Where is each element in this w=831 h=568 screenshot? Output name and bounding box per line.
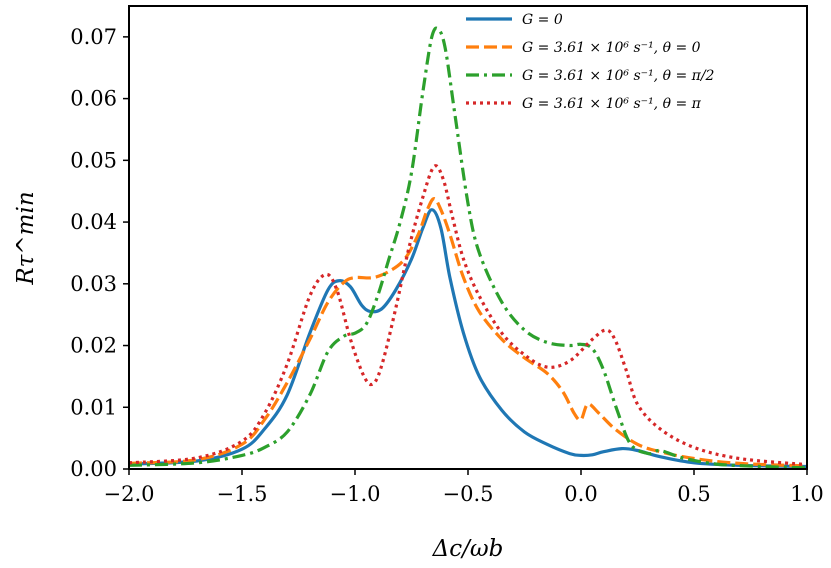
- series-line-theta-pi: [128, 164, 808, 467]
- y-tick-label: 0.06: [70, 87, 117, 111]
- x-tick-label: 1.0: [790, 482, 823, 506]
- x-tick-label: −0.5: [443, 482, 494, 506]
- x-axis: −2.0 −1.5 −1.0 −0.5 0.0 0.5 1.0: [104, 469, 824, 506]
- y-tick-label: 0.04: [70, 210, 117, 234]
- y-axis-label: Rτ^min: [13, 191, 39, 285]
- x-tick-label: −1.5: [217, 482, 268, 506]
- y-tick-label: 0.05: [70, 148, 117, 172]
- y-tick-label: 0.03: [70, 272, 117, 296]
- series-line-theta0: [128, 197, 808, 468]
- y-axis: 0.00 0.01 0.02 0.03 0.04 0.05 0.06 0.07: [70, 25, 129, 481]
- legend-label-g0: G = 0: [522, 12, 563, 28]
- x-axis-label: Δc/ωb: [432, 536, 504, 562]
- x-tick-label: −2.0: [104, 482, 155, 506]
- series-line-theta-pi2: [128, 26, 808, 470]
- x-tick-label: 0.0: [564, 482, 597, 506]
- x-tick-label: −1.0: [330, 482, 381, 506]
- y-tick-label: 0.02: [70, 334, 117, 358]
- legend-label-theta-pi2: G = 3.61 × 10⁶ s⁻¹, θ = π/2: [522, 68, 715, 84]
- legend-label-theta0: G = 3.61 × 10⁶ s⁻¹, θ = 0: [522, 40, 701, 56]
- y-tick-label: 0.00: [70, 457, 117, 481]
- x-tick-label: 0.5: [677, 482, 710, 506]
- legend-label-theta-pi: G = 3.61 × 10⁶ s⁻¹, θ = π: [522, 96, 702, 112]
- legend: G = 0 G = 3.61 × 10⁶ s⁻¹, θ = 0 G = 3.61…: [466, 12, 715, 112]
- y-tick-label: 0.01: [70, 395, 117, 419]
- series-group: [128, 26, 808, 470]
- y-tick-label: 0.07: [70, 25, 117, 49]
- series-line-g0: [128, 208, 808, 469]
